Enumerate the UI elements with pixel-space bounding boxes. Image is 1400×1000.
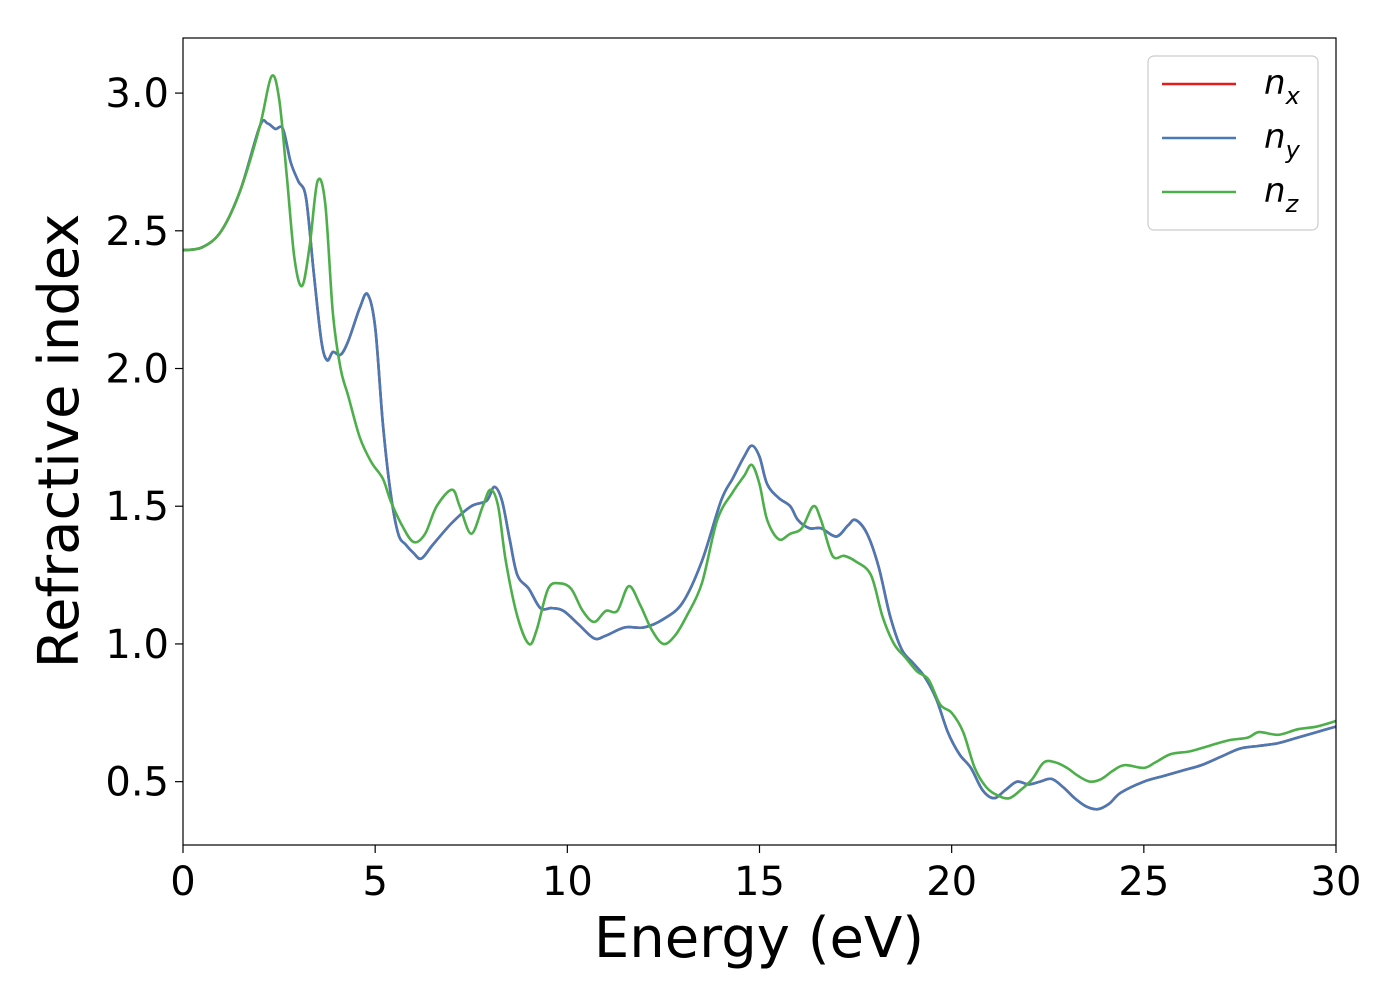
legend-box <box>1147 55 1319 231</box>
x-tick-label: 20 <box>926 859 977 905</box>
y-tick-label: 1.5 <box>105 484 169 530</box>
series-line-nz <box>183 74 1336 800</box>
y-tick-label: 2.5 <box>105 209 169 255</box>
x-tick-label: 0 <box>170 859 195 905</box>
x-tick-label: 10 <box>542 859 593 905</box>
x-tick-label: 15 <box>734 859 785 905</box>
series-line-ny <box>183 119 1336 811</box>
y-tick-label: 2.0 <box>105 347 169 393</box>
y-tick-label: 0.5 <box>105 760 169 806</box>
y-tick-label: 3.0 <box>105 71 169 117</box>
x-axis-label: Energy (eV) <box>594 906 924 971</box>
x-tick-label: 5 <box>362 859 387 905</box>
legend-label-ny: ny <box>1264 117 1301 164</box>
y-tick-label: 1.0 <box>105 622 169 668</box>
x-axis: 0 5 10 15 20 25 30 <box>170 845 1361 905</box>
legend-label-nx: nx <box>1264 63 1301 110</box>
series-layer <box>183 74 1336 811</box>
legend: nx ny nz <box>1147 55 1319 231</box>
y-axis: 0.5 1.0 1.5 2.0 2.5 3.0 <box>105 71 183 806</box>
legend-label-nz: nz <box>1264 171 1300 218</box>
y-axis-label: Refractive index <box>27 214 92 669</box>
x-tick-label: 30 <box>1311 859 1362 905</box>
x-tick-label: 25 <box>1118 859 1169 905</box>
